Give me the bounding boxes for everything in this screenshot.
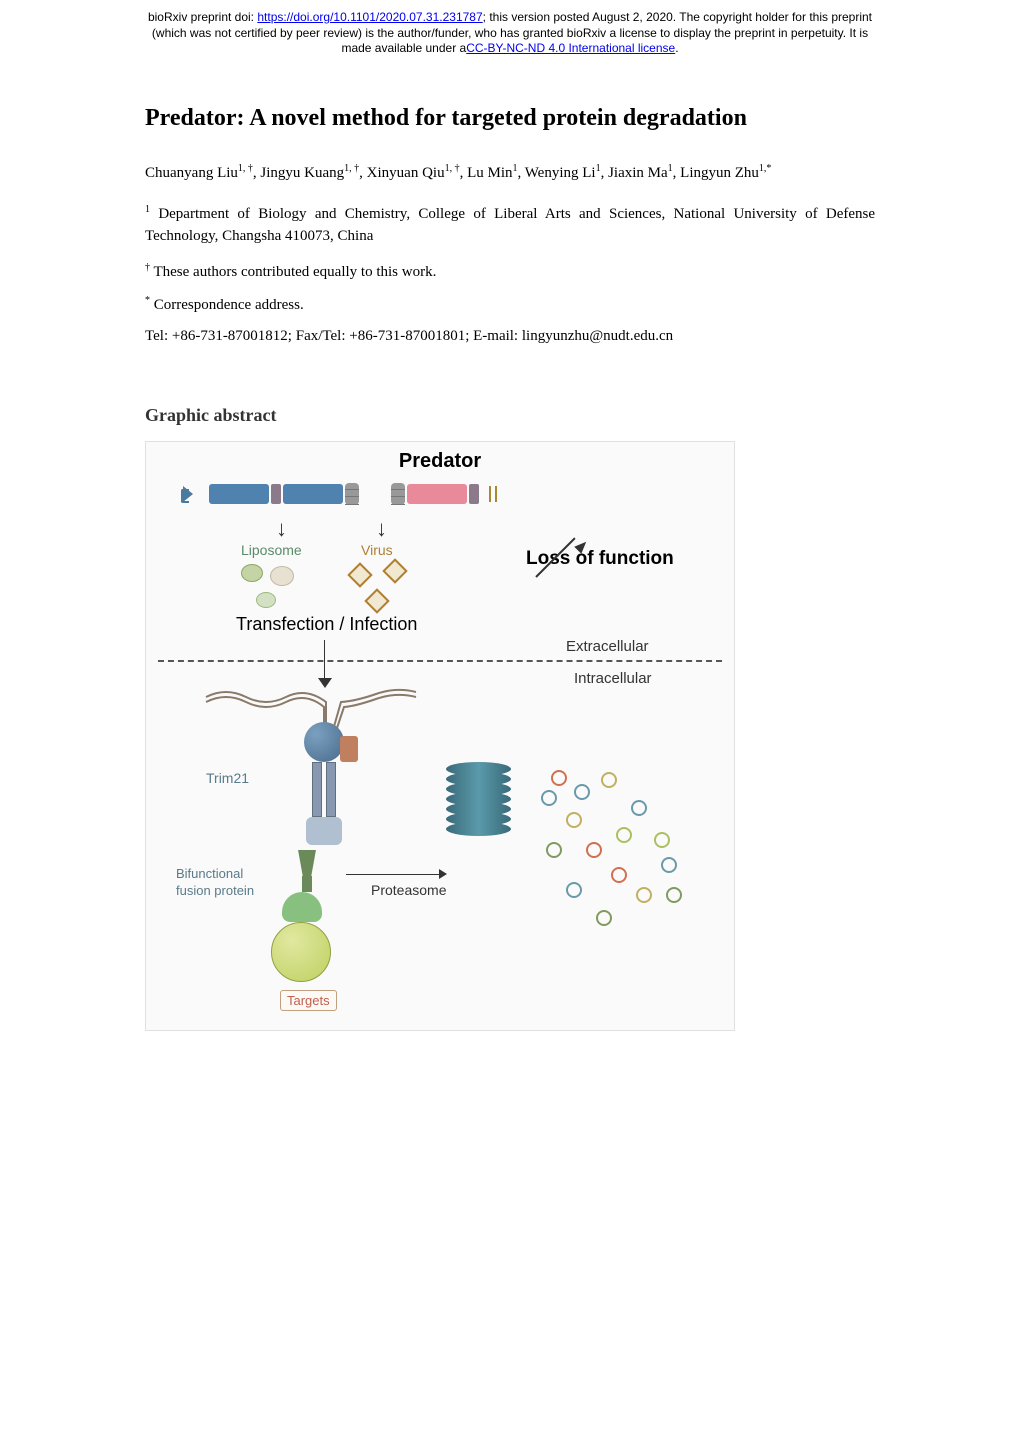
liposome-label: Liposome xyxy=(241,542,302,558)
banner-line-3: made available under aCC-BY-NC-ND 4.0 In… xyxy=(40,41,980,57)
polya-icon xyxy=(485,484,505,504)
virus-icon-3 xyxy=(364,588,389,613)
liposome-icon-3 xyxy=(256,592,276,608)
dagger-marker: † xyxy=(145,262,150,273)
trim21-coiled-coil-2 xyxy=(326,762,336,817)
gene-construct xyxy=(181,480,531,510)
down-arrow-1: ↓ xyxy=(276,516,287,542)
fragment-16 xyxy=(666,887,682,903)
fragment-10 xyxy=(616,827,632,843)
banner-line3-prefix: made available under a xyxy=(341,41,466,55)
fragment-7 xyxy=(654,832,670,848)
banner-posted: ; this version posted August 2, 2020. Th… xyxy=(483,10,872,24)
trim21-pryspry-domain xyxy=(306,817,342,845)
ribo-icon-2 xyxy=(391,483,405,505)
correspondence-note: * Correspondence address. xyxy=(145,295,875,314)
affiliation-text: Department of Biology and Chemistry, Col… xyxy=(145,206,875,245)
asterisk-marker: * xyxy=(145,295,150,306)
virus-icon-1 xyxy=(347,562,372,587)
banner-prefix: bioRxiv preprint doi: xyxy=(148,10,257,24)
equal-contribution-text: These authors contributed equally to thi… xyxy=(153,264,436,280)
trim21-protein xyxy=(284,722,364,842)
liposome-icon-2 xyxy=(270,566,294,586)
transfection-label: Transfection / Infection xyxy=(236,614,417,635)
fragment-14 xyxy=(596,910,612,926)
construct-segment-pink xyxy=(407,484,467,504)
liposome-icon-1 xyxy=(241,564,263,582)
proteasome-arrow-line xyxy=(346,874,441,875)
fragment-4 xyxy=(566,812,582,828)
fragment-5 xyxy=(601,772,617,788)
construct-segment-blue-2 xyxy=(283,484,343,504)
virus-label: Virus xyxy=(361,542,393,558)
fragment-8 xyxy=(546,842,562,858)
banner-line-2: (which was not certified by peer review)… xyxy=(40,26,980,42)
construct-spacer-2 xyxy=(469,484,479,504)
fragment-2 xyxy=(541,790,557,806)
banner-line3-suffix: . xyxy=(675,41,678,55)
trim21-coiled-coil-1 xyxy=(312,762,322,817)
graphic-abstract-figure: Predator ↓ ↓ Liposome Virus xyxy=(145,441,735,1031)
fragment-11 xyxy=(611,867,627,883)
trim21-box-domain xyxy=(340,736,358,762)
intracellular-label: Intracellular xyxy=(574,670,652,687)
fragment-15 xyxy=(661,857,677,873)
target-protein xyxy=(271,922,331,982)
fragment-3 xyxy=(574,784,590,800)
trim21-label: Trim21 xyxy=(206,770,249,786)
promoter-icon xyxy=(181,481,209,507)
virus-icon-2 xyxy=(382,558,407,583)
construct-spacer-1 xyxy=(271,484,281,504)
membrane-line xyxy=(158,660,722,662)
extracellular-label: Extracellular xyxy=(566,638,649,655)
loss-of-function-label: Loss of function xyxy=(526,548,674,570)
fragment-12 xyxy=(566,882,582,898)
doi-link[interactable]: https://doi.org/10.1101/2020.07.31.23178… xyxy=(257,10,482,24)
ribo-icon-1 xyxy=(345,483,359,505)
proteasome-arrowhead xyxy=(439,869,447,879)
preprint-banner: bioRxiv preprint doi: https://doi.org/10… xyxy=(0,0,1020,65)
trim21-ring-domain xyxy=(304,722,344,762)
down-arrow-2: ↓ xyxy=(376,516,387,542)
paper-title: Predator: A novel method for targeted pr… xyxy=(145,105,875,132)
affiliation-marker: 1 xyxy=(145,204,150,215)
contact-info: Tel: +86-731-87001812; Fax/Tel: +86-731-… xyxy=(145,328,875,345)
fc-stem xyxy=(302,876,312,892)
affiliation: 1 Department of Biology and Chemistry, C… xyxy=(145,202,875,248)
bifunctional-label: Bifunctional fusion protein xyxy=(176,866,254,900)
authors-list: Chuanyang Liu1, †, Jingyu Kuang1, †, Xin… xyxy=(145,162,875,184)
proteasome-icon xyxy=(446,762,511,832)
page-content: Predator: A novel method for targeted pr… xyxy=(0,65,1020,1051)
fragment-9 xyxy=(586,842,602,858)
construct-segment-blue-1 xyxy=(209,484,269,504)
graphic-abstract-heading: Graphic abstract xyxy=(145,405,875,426)
fragment-6 xyxy=(631,800,647,816)
targets-label: Targets xyxy=(280,990,337,1011)
figure-title: Predator xyxy=(399,450,481,473)
banner-line-1: bioRxiv preprint doi: https://doi.org/10… xyxy=(40,10,980,26)
fragment-13 xyxy=(636,887,652,903)
fragment-1 xyxy=(551,770,567,786)
equal-contribution-note: † These authors contributed equally to t… xyxy=(145,262,875,281)
correspondence-text: Correspondence address. xyxy=(154,297,304,313)
proteasome-label: Proteasome xyxy=(371,882,446,898)
license-link[interactable]: CC-BY-NC-ND 4.0 International license xyxy=(466,41,675,55)
